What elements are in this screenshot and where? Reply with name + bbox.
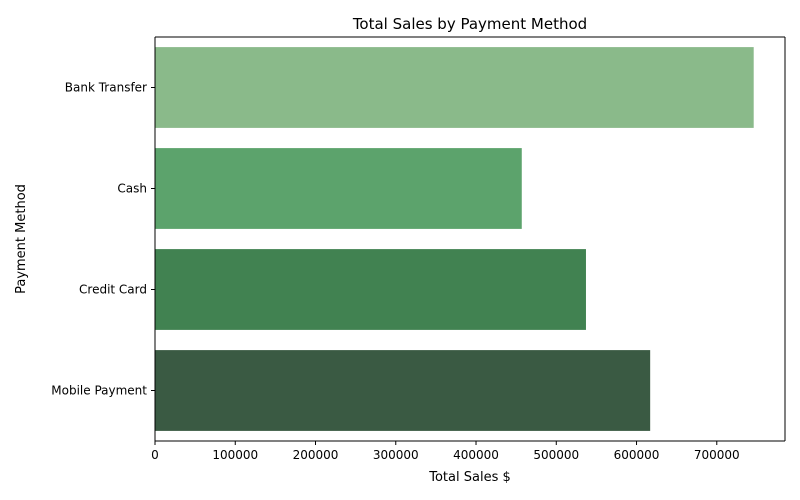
x-tick-label: 500000 — [533, 448, 579, 462]
chart-title: Total Sales by Payment Method — [352, 15, 587, 33]
bar-cash — [155, 148, 522, 229]
x-tick-label: 0 — [151, 448, 159, 462]
bar-bank-transfer — [155, 47, 754, 128]
axes-frame — [154, 36, 786, 442]
x-tick-label: 300000 — [373, 448, 419, 462]
y-tick-label: Credit Card — [79, 283, 147, 297]
bars — [155, 47, 754, 431]
x-tick-label: 600000 — [614, 448, 660, 462]
bar-mobile-payment — [155, 350, 651, 431]
x-axis-label: Total Sales $ — [428, 470, 511, 485]
y-axis-label: Payment Method — [14, 184, 29, 294]
y-tick-label: Bank Transfer — [65, 81, 147, 95]
y-tick-label: Mobile Payment — [51, 384, 147, 398]
y-tick-label: Cash — [117, 182, 147, 196]
x-tick-label: 200000 — [293, 448, 339, 462]
x-tick-label: 700000 — [694, 448, 740, 462]
x-tick-label: 400000 — [453, 448, 499, 462]
x-axis-ticks: 0 100000 200000 300000 400000 500000 600000 700… — [151, 441, 740, 462]
x-tick-label: 100000 — [212, 448, 258, 462]
y-axis-ticks: Bank Transfer Cash Credit Card Mobile Payme… — [51, 81, 155, 398]
bar-credit-card — [155, 249, 586, 330]
